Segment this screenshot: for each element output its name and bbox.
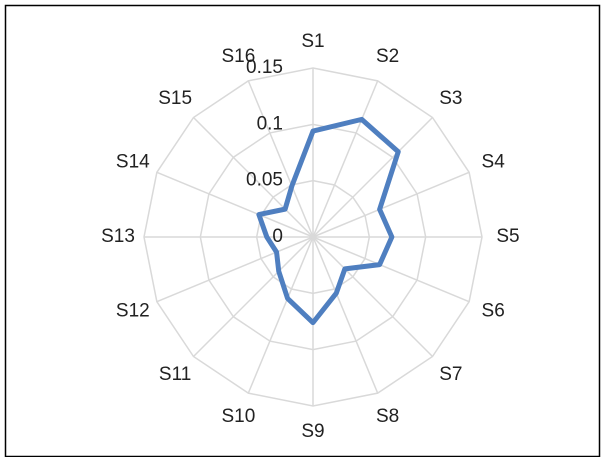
category-label: S9: [301, 421, 324, 442]
category-label: S5: [496, 226, 519, 247]
category-label: S16: [221, 46, 255, 67]
category-label: S2: [376, 46, 399, 67]
spoke: [312, 236, 379, 394]
spoke: [192, 116, 314, 238]
spoke: [156, 236, 314, 303]
category-label: S6: [482, 301, 505, 322]
spoke: [312, 116, 434, 238]
category-label: S7: [439, 364, 462, 385]
category-label: S4: [482, 151, 506, 172]
category-label: S12: [116, 301, 150, 322]
category-label: S13: [101, 226, 135, 247]
y-tick-label: 0.05: [246, 170, 283, 191]
spoke: [312, 171, 470, 238]
category-label: S11: [159, 364, 191, 385]
spoke: [192, 236, 314, 358]
spoke: [312, 236, 470, 303]
category-label: S3: [439, 88, 462, 109]
y-tick-label: 0: [272, 226, 283, 247]
spoke: [156, 171, 314, 238]
spoke: [247, 236, 314, 394]
category-label: S1: [301, 31, 324, 52]
y-tick-label: 0.15: [246, 57, 283, 78]
category-label: S10: [221, 406, 255, 427]
spoke: [312, 236, 434, 358]
spoke: [312, 80, 379, 238]
spoke: [247, 80, 314, 238]
category-label: S8: [376, 406, 399, 427]
category-label: S14: [116, 151, 150, 172]
series-line: [256, 116, 401, 326]
category-label: S15: [158, 88, 192, 109]
y-tick-label: 0.1: [257, 113, 283, 134]
